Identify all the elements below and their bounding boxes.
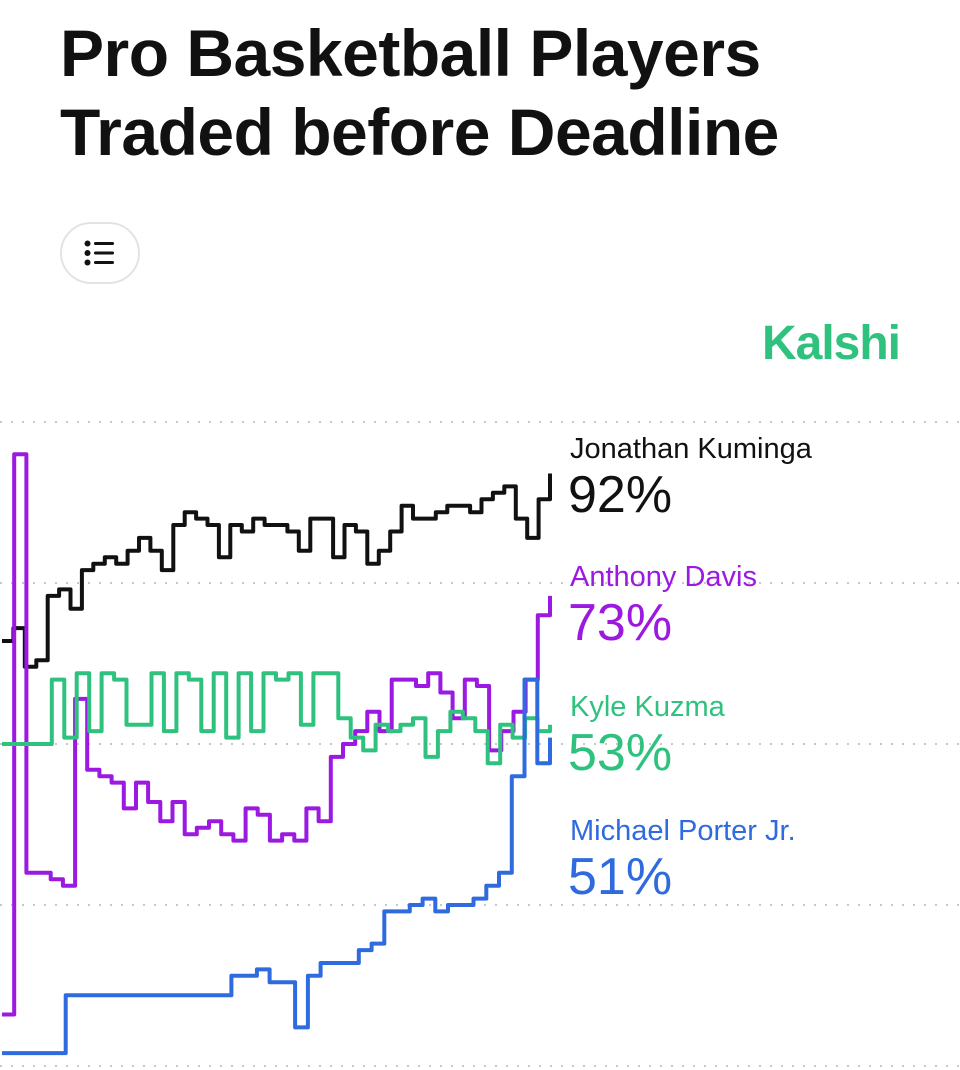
- title-line-2: Traded before Deadline: [60, 95, 779, 170]
- legend-series-name: Anthony Davis: [570, 561, 757, 593]
- legend-entry: Michael Porter Jr.51%: [568, 815, 796, 906]
- series-line-jonathan-kuminga: [2, 473, 552, 669]
- list-icon: [84, 240, 114, 266]
- title-line-1: Pro Basketball Players: [60, 16, 761, 90]
- page-title: Pro Basketball Players Traded before Dea…: [60, 14, 940, 172]
- legend-series-name: Michael Porter Jr.: [570, 815, 796, 847]
- series-line-anthony-davis: [2, 452, 552, 1017]
- series-line-michael-porter-jr: [2, 677, 552, 1056]
- series-line-kyle-kuzma: [2, 671, 552, 766]
- legend-series-value: 73%: [568, 594, 672, 652]
- legend-series-name: Kyle Kuzma: [570, 691, 726, 723]
- legend-series-name: Jonathan Kuminga: [570, 433, 813, 465]
- legend-series-value: 92%: [568, 466, 672, 524]
- legend-series-value: 51%: [568, 848, 672, 906]
- legend-series-value: 53%: [568, 724, 672, 782]
- brand-logo: Kalshi: [761, 317, 901, 370]
- menu-button[interactable]: [60, 222, 140, 284]
